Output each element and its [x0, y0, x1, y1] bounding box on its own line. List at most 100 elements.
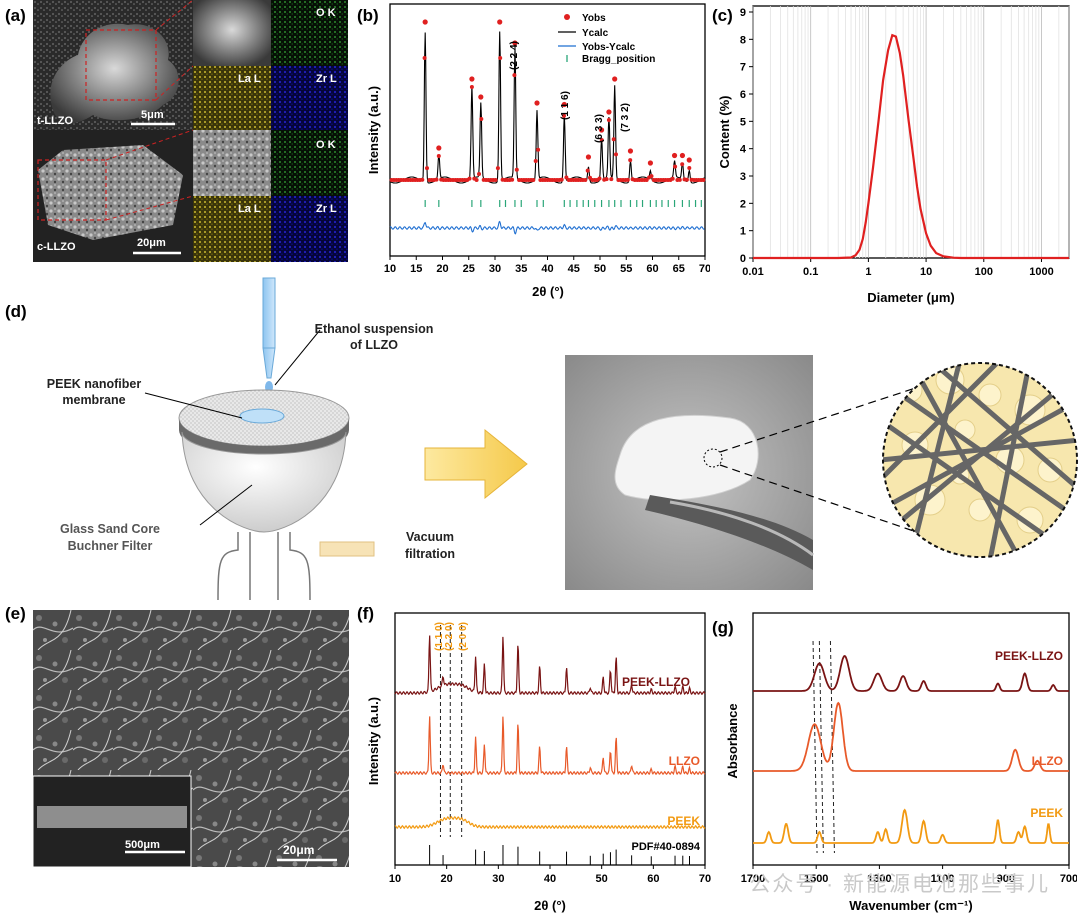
y-tick-label: 6 [740, 89, 746, 101]
label-peek-2: membrane [62, 393, 125, 407]
panel-label-f: (f) [357, 604, 374, 623]
yobs-point [493, 178, 498, 182]
ftir-chart: 1700 1500 1300 1100 900 700 PEEK-LLZO LLZO PE… [725, 612, 1077, 913]
yobs-peak-point [436, 145, 442, 151]
yobs-peak-point [598, 127, 605, 133]
x-tick-label: 10 [920, 266, 932, 278]
yobs-point [533, 159, 538, 163]
panel-label-a: (a) [5, 6, 26, 25]
hkl-110: (1 1 0) [434, 622, 445, 651]
yobs-point [469, 85, 474, 89]
scale-20um-e: 20μm [283, 843, 314, 857]
scale-5um: 5μm [141, 109, 164, 121]
c-xlabel: Diameter (μm) [867, 290, 954, 305]
yobs-peak-point [686, 157, 692, 163]
map-zr-label: Zr L [316, 73, 337, 85]
y-tick-label: 9 [740, 7, 746, 19]
x-tick-label: 1700 [741, 873, 765, 885]
yobs-peak-point [422, 19, 428, 25]
x-tick-label: 900 [997, 873, 1015, 885]
scale-20um: 20μm [137, 237, 166, 249]
ycalc-line [389, 31, 705, 184]
distribution-line [753, 33, 1069, 260]
yobs-peak-point [497, 19, 503, 25]
yobs-peak-point [679, 152, 686, 159]
yobs-peak-point [469, 76, 475, 82]
x-tick-label: 70 [699, 263, 710, 275]
yobs-point [687, 166, 692, 170]
yobs-point [701, 178, 706, 182]
yobs-point [597, 176, 602, 181]
yobs-point [420, 177, 425, 182]
x-tick-label: 1000 [1029, 266, 1053, 278]
legend-yobs-marker [564, 14, 570, 20]
sem-cross-section: 500μm 20μm [33, 610, 349, 867]
yobs-peak-point [606, 109, 612, 115]
x-tick-label: 20 [441, 873, 453, 885]
g-label-peek-llzo: PEEK-LLZO [995, 649, 1063, 663]
yobs-point [510, 177, 515, 182]
label-pdf: PDF#40-0894 [632, 841, 701, 853]
f-xlabel: 2θ (°) [534, 898, 566, 913]
label-ethanol-2: of LLZO [350, 338, 398, 352]
g-xlabel: Wavenumber (cm⁻¹) [849, 898, 972, 913]
peek-llzo-line [394, 635, 706, 696]
yobs-peak-point [561, 101, 567, 108]
peek-llzo-ftir-line [753, 655, 1069, 692]
legend-bragg: Bragg_position [582, 54, 655, 65]
yobs-point [585, 168, 590, 173]
b-xlabel: 2θ (°) [532, 284, 564, 299]
y-tick-label: 0 [740, 253, 746, 265]
x-tick-label: 10 [389, 873, 401, 885]
x-tick-label: 60 [646, 263, 658, 275]
g-ylabel: Absorbance [725, 703, 740, 778]
label-peek: PEEK [667, 814, 700, 828]
x-tick-label: 60 [647, 873, 659, 885]
map-o-label-2: O K [316, 139, 336, 151]
map-zr-label-2: Zr L [316, 203, 337, 215]
suspension-spot [239, 408, 285, 424]
y-tick-label: 7 [740, 62, 746, 74]
yobs-point [562, 113, 566, 118]
label-llzo: LLZO [669, 754, 700, 768]
yobs-point [531, 178, 536, 182]
llzo-line [394, 716, 706, 776]
x-tick-label: 15 [410, 263, 422, 275]
g-label-llzo: LLZO [1032, 754, 1063, 768]
yobs-point [670, 176, 675, 181]
c-ylabel: Content (%) [717, 96, 732, 169]
label-vacuum: Vacuum [406, 530, 454, 544]
yobs-peak-point [512, 40, 518, 46]
x-tick-label: 20 [436, 263, 448, 275]
legend: Yobs Ycalc Yobs-Ycalc Bragg_position [558, 13, 655, 65]
t-llzo-label: t-LLZO [37, 115, 73, 127]
y-tick-label: 3 [740, 171, 746, 183]
label-glass: Glass Sand Core [60, 522, 160, 536]
y-tick-label: 8 [740, 34, 746, 46]
yobs-point [606, 118, 611, 122]
panel-label-e: (e) [5, 604, 26, 623]
sem-eds-panel: t-LLZO 5μm c-LLZO 20μm O K La L Zr L O K… [33, 0, 348, 262]
yobs-peak-point [612, 76, 618, 82]
label-peek-llzo: PEEK-LLZO [622, 675, 690, 689]
y-tick-label: 2 [740, 198, 746, 210]
yobs-point [479, 117, 484, 121]
yobs-point [474, 178, 479, 182]
yobs-point [422, 56, 427, 60]
x-tick-label: 40 [544, 873, 556, 885]
yobs-peak-point [647, 160, 653, 166]
process-arrow [424, 428, 528, 500]
yobs-point [628, 158, 633, 163]
map-o-label: O K [316, 7, 336, 19]
x-tick-label: 55 [620, 263, 632, 275]
f-ylabel: Intensity (a.u.) [366, 697, 381, 785]
hkl-116: (1 1 6) [560, 91, 571, 120]
hkl-224: (2 2 4) [509, 41, 520, 70]
hkl-220: (2 2 0) [444, 622, 455, 651]
panel-label-g: (g) [712, 618, 734, 637]
yobs-point [425, 166, 429, 171]
difference-line [389, 220, 705, 235]
yobs-point [514, 167, 519, 172]
x-tick-label: 65 [673, 263, 685, 275]
plot-frame [752, 612, 1070, 866]
